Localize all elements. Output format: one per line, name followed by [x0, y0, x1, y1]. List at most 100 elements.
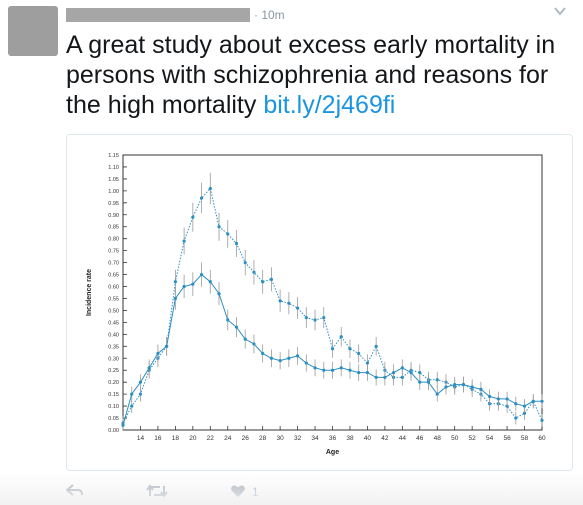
- y-tick-label: 0.50: [108, 308, 119, 314]
- x-tick-label: 36: [329, 435, 337, 442]
- x-tick-label: 14: [137, 435, 145, 442]
- data-point: [234, 241, 239, 246]
- x-tick-label: 38: [346, 435, 354, 442]
- data-point: [199, 196, 204, 200]
- data-point: [243, 261, 247, 265]
- data-point: [330, 347, 335, 351]
- x-tick-label: 50: [451, 435, 459, 442]
- retweet-icon: [146, 483, 168, 501]
- data-point: [130, 404, 134, 408]
- data-point: [540, 418, 544, 423]
- data-point: [470, 385, 474, 389]
- tweet-link[interactable]: bit.ly/2j469fi: [263, 91, 396, 119]
- data-point: [392, 371, 396, 375]
- data-point: [374, 344, 378, 348]
- reply-button[interactable]: [65, 482, 84, 502]
- tweet-timestamp[interactable]: · 10m: [254, 8, 285, 22]
- y-tick-label: 0.95: [108, 201, 119, 207]
- data-point: [365, 361, 370, 365]
- data-point: [147, 366, 151, 370]
- data-point: [330, 368, 335, 372]
- y-tick-label: 0.40: [108, 332, 119, 338]
- data-point: [496, 397, 500, 401]
- x-tick-label: 56: [503, 435, 511, 442]
- y-tick-label: 1.15: [108, 153, 119, 159]
- y-tick-label: 0.75: [108, 249, 119, 255]
- chevron-down-icon[interactable]: [551, 4, 569, 18]
- data-point: [348, 368, 352, 372]
- data-point: [400, 366, 404, 370]
- data-point: [165, 344, 169, 348]
- data-point: [156, 351, 160, 356]
- x-axis-label: Age: [326, 449, 339, 456]
- data-point: [173, 280, 177, 284]
- data-point: [295, 354, 300, 358]
- data-point: [313, 318, 317, 322]
- x-tick-label: 48: [434, 435, 442, 442]
- data-point: [287, 356, 291, 360]
- y-tick-label: 1.10: [108, 165, 119, 171]
- x-tick-label: 28: [259, 435, 267, 442]
- data-point: [479, 387, 483, 391]
- data-point: [269, 277, 273, 281]
- y-tick-label: 0.55: [108, 296, 119, 302]
- data-point: [295, 306, 300, 310]
- data-point: [182, 239, 186, 243]
- retweet-button[interactable]: [146, 482, 168, 502]
- x-tick-label: 46: [416, 435, 424, 442]
- data-point: [339, 335, 343, 339]
- x-tick-label: 52: [469, 435, 477, 442]
- data-point: [243, 337, 247, 341]
- y-tick-label: 0.60: [108, 285, 119, 291]
- data-point: [199, 272, 204, 277]
- data-point: [488, 394, 492, 399]
- data-point: [217, 225, 221, 229]
- y-tick-label: 0.15: [108, 392, 119, 398]
- data-point: [130, 392, 134, 396]
- y-tick-label: 0.65: [108, 273, 119, 279]
- data-point: [374, 375, 378, 379]
- data-point: [400, 375, 404, 379]
- like-button[interactable]: 1: [230, 482, 259, 502]
- y-tick-label: 0.30: [108, 356, 119, 362]
- x-tick-label: 42: [381, 435, 389, 442]
- data-point: [357, 351, 361, 356]
- y-tick-label: 0.25: [108, 368, 119, 374]
- redacted-user-name[interactable]: [66, 8, 250, 22]
- data-point: [383, 375, 387, 379]
- data-point: [208, 280, 212, 284]
- incidence-rate-chart: 0.00 0.05 0.10 0.15 0.20 0.25 0.30 0.35 0.40 0.45…: [86, 153, 546, 456]
- data-point: [426, 380, 431, 384]
- data-point: [461, 382, 466, 387]
- data-point: [453, 382, 457, 387]
- data-point: [540, 399, 544, 403]
- data-point: [252, 342, 256, 346]
- data-point: [505, 397, 509, 401]
- tweet-image-chart[interactable]: 0.00 0.05 0.10 0.15 0.20 0.25 0.30 0.35 0.40 0.45…: [66, 134, 573, 471]
- data-point: [234, 325, 239, 329]
- tweet-actions: 1: [0, 476, 583, 505]
- data-point: [191, 282, 195, 286]
- data-point: [444, 385, 448, 389]
- data-point: [322, 316, 326, 320]
- y-tick-label: 1.00: [108, 189, 119, 195]
- data-point: [418, 371, 422, 375]
- x-tick-label: 24: [224, 435, 232, 442]
- data-point: [208, 186, 212, 191]
- data-point: [252, 270, 256, 274]
- y-axis-label: Incidence rate: [86, 269, 93, 316]
- x-tick-label: 26: [242, 435, 250, 442]
- series-line-1: [122, 187, 543, 424]
- x-tick-label: 30: [277, 435, 285, 442]
- y-tick-label: 0.05: [108, 416, 119, 422]
- data-point: [531, 399, 535, 403]
- data-point: [304, 361, 308, 365]
- data-point: [173, 296, 177, 301]
- y-tick-label: 0.10: [108, 404, 119, 410]
- data-point: [365, 371, 370, 375]
- tweet-text: A great study about excess early mortali…: [66, 30, 576, 120]
- data-point: [304, 316, 308, 320]
- x-tick-label: 40: [364, 435, 372, 442]
- data-point: [409, 371, 413, 375]
- avatar[interactable]: [8, 6, 58, 56]
